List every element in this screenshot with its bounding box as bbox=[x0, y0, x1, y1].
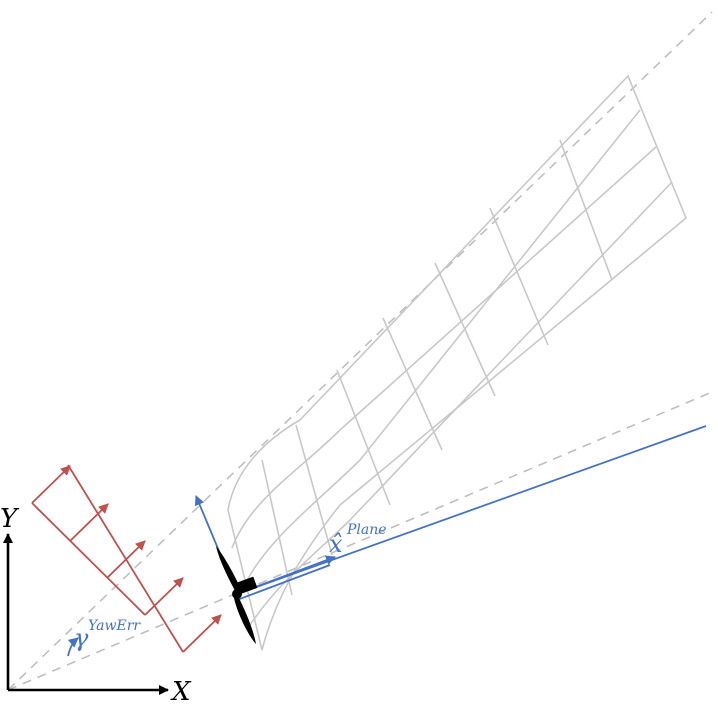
wake-long-line bbox=[249, 181, 673, 626]
dashed-ray-upper bbox=[7, 11, 713, 691]
wake-long-line bbox=[231, 146, 657, 549]
guide-lines bbox=[7, 11, 713, 691]
wake-cross-line bbox=[434, 262, 496, 397]
dashed-ray-lower bbox=[7, 391, 713, 691]
rotor-axis-line-offset bbox=[236, 564, 331, 601]
rotor-axis-line bbox=[236, 425, 707, 595]
wake-cross-line bbox=[489, 207, 549, 346]
turbine-hub-icon bbox=[232, 589, 242, 599]
wake-grid bbox=[227, 74, 687, 651]
wind-arrow bbox=[106, 540, 146, 579]
yaw-angle-arc bbox=[67, 637, 79, 657]
y-axis-label: Y bbox=[0, 504, 20, 534]
turbine-blade-icon bbox=[216, 546, 241, 594]
wind-profile-downstream-edge bbox=[67, 464, 184, 653]
global-axes bbox=[2, 533, 169, 695]
wake-cross-line bbox=[559, 139, 613, 281]
turbine-blade-icon bbox=[234, 594, 256, 644]
wake-cross-line bbox=[382, 317, 443, 451]
wake-cross-line bbox=[261, 459, 293, 596]
wind-turbine-icon bbox=[216, 546, 258, 644]
wind-profile-upstream-edge bbox=[31, 502, 146, 616]
wind-arrow bbox=[144, 577, 184, 616]
yaw-error-symbol: γ bbox=[74, 624, 89, 652]
wind-arrow bbox=[182, 614, 222, 653]
plane-vector-superscript: Plane bbox=[346, 522, 387, 538]
plane-vector-symbol: x̂ bbox=[329, 530, 343, 558]
wake-cross-line bbox=[295, 424, 333, 556]
wake-cross-line bbox=[336, 369, 391, 506]
wind-arrow bbox=[69, 503, 109, 542]
plane-vectors bbox=[194, 425, 707, 601]
wake-long-line bbox=[241, 109, 641, 591]
wake-outline bbox=[227, 74, 687, 651]
x-axis-label: X bbox=[170, 677, 192, 707]
wind-profile bbox=[31, 464, 222, 653]
wind-arrow bbox=[31, 465, 71, 504]
yaw-error-superscript: YawErr bbox=[88, 618, 141, 634]
